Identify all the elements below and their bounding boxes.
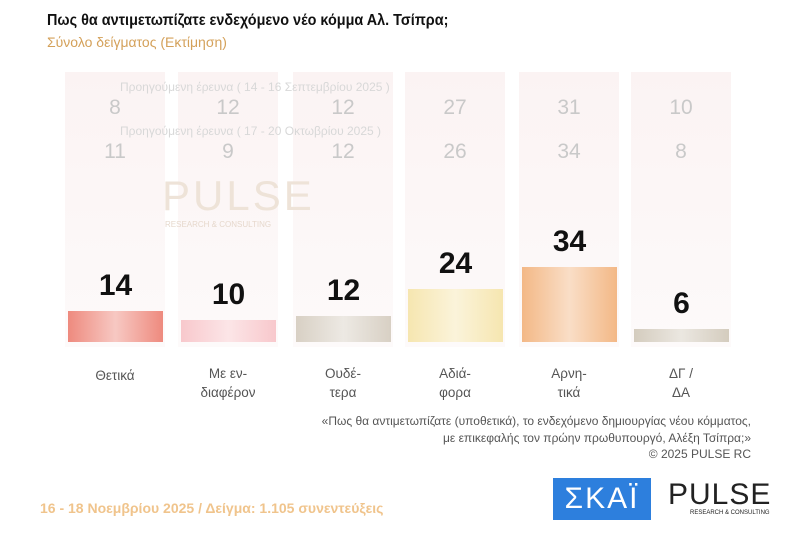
category-label: Αρνη-τικά [514,364,624,402]
watermark-logo: PULSE [162,172,315,219]
category-label: Με εν-διαφέρον [173,364,283,402]
category-label-line: φορα [439,385,471,400]
previous-value: 12 [331,140,355,163]
previous-value: 11 [104,140,126,163]
note-line-1: «Πως θα αντιμετωπίζατε (υποθετικά), το ε… [321,414,751,428]
data-label: 10 [211,278,246,311]
category-label-line: Ουδέ- [325,366,361,381]
column-background [65,72,165,347]
previous-value: 8 [109,96,121,119]
bar [634,328,729,342]
category-label-line: ΔΓ / [669,366,693,381]
copyright: © 2025 PULSE RC [648,447,751,461]
previous-value: 9 [222,140,234,163]
category-label: Θετικά [60,366,170,385]
category-label-line: Αρνη- [551,366,587,381]
bar [522,267,617,342]
question-note: «Πως θα αντιμετωπίζατε (υποθετικά), το ε… [322,413,751,463]
previous-survey-label-1: Προηγούμενη έρευνα ( 14 - 16 Σεπτεμβρίου… [120,80,390,94]
column-background [631,72,731,347]
category-label-line: Θετικά [95,368,135,383]
data-label: 34 [552,225,587,259]
pulse-logo: PULSE [668,478,772,511]
category-label-line: τερα [329,385,357,400]
category-label-line: Με εν- [208,366,248,381]
bar [181,320,276,342]
previous-value: 26 [443,140,467,163]
column-background [293,72,393,347]
data-label: 12 [326,273,361,307]
previous-value: 31 [557,96,581,119]
data-label: 6 [673,286,690,320]
previous-value: 12 [216,96,240,119]
chart-title: Πως θα αντιμετωπίζατε ενδεχόμενο νέο κόμ… [47,12,449,29]
bar [68,311,163,342]
skai-logo: ΣΚΑΪ [553,478,651,520]
column-background [178,72,278,347]
note-line-2: με επικεφαλής τον πρώην πρωθυπουργό, Αλέ… [442,430,751,445]
category-label-line: διαφέρον [200,385,256,400]
watermark-sub: RESEARCH & CONSULTING [165,220,272,229]
data-label: 14 [98,269,133,303]
previous-value: 34 [557,140,581,163]
data-label: 24 [438,247,473,281]
chart-subtitle: Σύνολο δείγματος (Εκτίμηση) [47,34,227,50]
previous-survey-label-2: Προηγούμενη έρευνα ( 17 - 20 Οκτωβρίου 2… [120,124,381,138]
category-label-line: τικά [557,385,581,400]
bar [296,315,391,342]
category-label-line: Αδιά- [439,366,471,381]
previous-value: 12 [331,96,355,119]
category-label: Ουδέ-τερα [288,364,398,402]
category-label-line: ΔΑ [671,385,691,400]
previous-value: 27 [443,96,467,119]
footer-info: 16 - 18 Νοεμβρίου 2025 / Δείγμα: 1.105 σ… [40,500,384,516]
category-label: ΔΓ / ΔΑ [626,364,736,402]
previous-value: 8 [675,140,687,163]
bar [408,289,503,342]
pulse-logo-sub: RESEARCH & CONSULTING [690,510,770,516]
category-label: Αδιά-φορα [400,364,510,402]
previous-value: 10 [669,96,693,119]
